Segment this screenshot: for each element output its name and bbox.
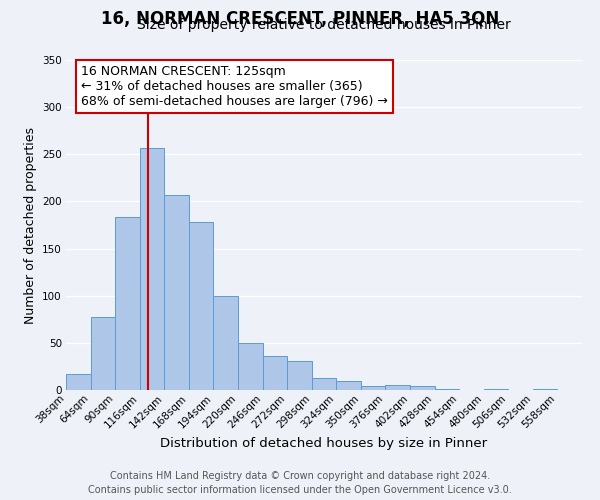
Bar	[115, 218, 140, 390]
Bar	[164, 195, 189, 390]
Bar	[238, 343, 263, 390]
Bar	[312, 378, 336, 390]
Bar	[189, 222, 214, 390]
Text: 16 NORMAN CRESCENT: 125sqm
← 31% of detached houses are smaller (365)
68% of sem: 16 NORMAN CRESCENT: 125sqm ← 31% of deta…	[82, 65, 388, 108]
Bar	[361, 386, 385, 390]
Bar	[484, 389, 508, 390]
Bar	[385, 386, 410, 390]
Bar	[434, 389, 459, 390]
Bar	[91, 318, 115, 390]
Y-axis label: Number of detached properties: Number of detached properties	[23, 126, 37, 324]
Bar	[287, 361, 312, 390]
Text: 16, NORMAN CRESCENT, PINNER, HA5 3QN: 16, NORMAN CRESCENT, PINNER, HA5 3QN	[101, 10, 499, 28]
Bar	[66, 374, 91, 390]
Bar	[410, 386, 434, 390]
Bar	[533, 389, 557, 390]
Text: Contains HM Land Registry data © Crown copyright and database right 2024.
Contai: Contains HM Land Registry data © Crown c…	[88, 471, 512, 495]
Bar	[336, 380, 361, 390]
Bar	[263, 356, 287, 390]
Title: Size of property relative to detached houses in Pinner: Size of property relative to detached ho…	[137, 18, 511, 32]
Bar	[140, 148, 164, 390]
X-axis label: Distribution of detached houses by size in Pinner: Distribution of detached houses by size …	[160, 436, 488, 450]
Bar	[214, 296, 238, 390]
